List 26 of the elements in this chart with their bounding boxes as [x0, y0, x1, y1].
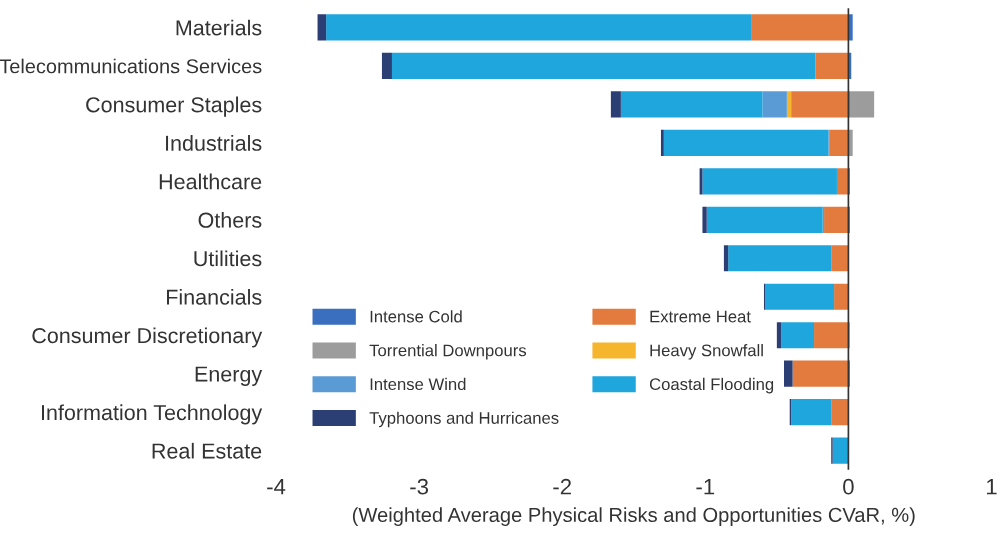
y-tick-label: Financials	[167, 288, 262, 305]
y-tick-label: Information Technology	[41, 404, 263, 425]
y-tick-label: Consumer Staples	[86, 96, 262, 117]
legend-label: Coastal Flooding	[649, 377, 774, 394]
y-tick-label: Others	[198, 212, 262, 228]
y-tick-label: Consumer Discretionary	[32, 327, 263, 348]
y-tick-label: Industrials	[166, 135, 262, 151]
y-tick-label: Materials	[176, 19, 262, 36]
x-axis-title: (Weighted Average Physical Risks and Opportunities CVaR, %)	[352, 507, 915, 527]
x-tick-label: -4	[267, 479, 286, 495]
y-tick-label: Real Estate	[152, 442, 262, 459]
x-tick-label: -1	[696, 479, 715, 495]
legend-label: Extreme Heat	[650, 310, 751, 323]
legend-label: Torrential Downpours	[369, 344, 527, 360]
x-tick-label: 1	[986, 479, 997, 495]
y-tick-label: Healthcare	[159, 173, 262, 190]
y-tick-label: Energy	[195, 366, 263, 386]
legend-label: Typhoons and Hurricanes	[369, 411, 559, 428]
y-tick-label: Utilities	[194, 250, 262, 267]
legend-label: Heavy Snowfall	[650, 344, 763, 360]
legend-label: Intense Cold	[370, 310, 462, 323]
legend-label: Intense Wind	[370, 377, 466, 391]
x-tick-label: -3	[410, 478, 429, 495]
y-tick-label: Telecommunications Services	[0, 58, 262, 74]
x-tick-label: -2	[553, 478, 571, 495]
x-tick-label: 0	[843, 478, 854, 495]
